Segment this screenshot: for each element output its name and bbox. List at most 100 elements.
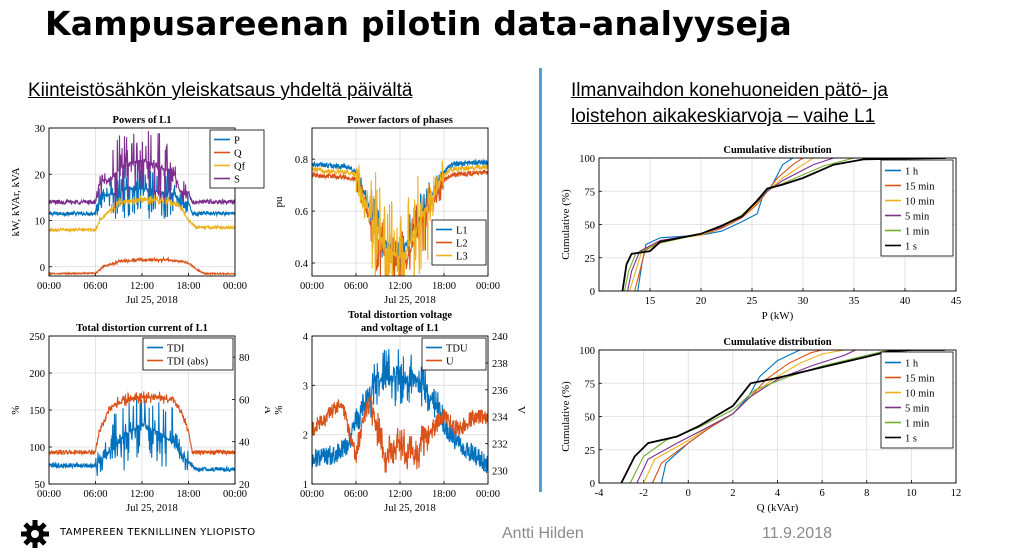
- y-tick-label: 100: [579, 154, 595, 165]
- x-tick-label: -2: [639, 488, 648, 499]
- y-axis-label: kW, kVAr, kVA: [10, 167, 22, 236]
- legend-label-10-min: 10 min: [905, 197, 935, 208]
- y-tick-label: 200: [29, 369, 45, 380]
- x-axis-label: P (kW): [762, 310, 794, 322]
- legend-label-1-s: 1 s: [905, 242, 917, 253]
- legend-box: [880, 159, 954, 257]
- x-tick-label: 10: [906, 488, 917, 499]
- plot-area-frame: [598, 349, 957, 484]
- y2-tick-label: 230: [492, 467, 508, 478]
- x-tick-label: 18:00: [432, 281, 456, 292]
- chart-cumulative-distribution-p: Cumulative distribution 15 20 25 30 35 40 45 0 25…: [560, 145, 961, 322]
- series-line-s: [49, 130, 235, 209]
- x-tick-label: 12:00: [130, 281, 154, 292]
- series-line-qf: [49, 194, 235, 234]
- y-tick-label: 25: [585, 254, 596, 265]
- y-axis-label: pu: [273, 196, 285, 208]
- chart-power-factors: Power factors of phases 00:00 06:00 12:00 18…: [273, 115, 500, 306]
- y2-tick-label: 80: [239, 353, 250, 364]
- y2-axis-label: A: [262, 406, 270, 414]
- series-line-l3: [312, 160, 488, 276]
- x-date-label: Jul 25, 2018: [384, 295, 436, 306]
- plot-area-frame: [48, 127, 236, 277]
- series-line-1-h: [637, 158, 946, 291]
- x-tick-label: 00:00: [37, 281, 61, 292]
- x-tick-label: 0: [686, 488, 691, 499]
- y-axis-label: %: [273, 405, 285, 414]
- y2-axis-label: V: [515, 406, 527, 414]
- x-tick-label: 6: [820, 488, 825, 499]
- y-tick-label: 100: [579, 346, 595, 357]
- legend-label-1-min: 1 min: [905, 227, 930, 238]
- right-heading-line1: Ilmanvaihdon konehuoneiden pätö- ja: [571, 80, 888, 101]
- y-tick-label: 10: [35, 217, 46, 228]
- column-divider: [539, 68, 542, 492]
- legend-label-5-min: 5 min: [905, 212, 930, 223]
- y-tick-label: 0: [590, 479, 595, 490]
- x-tick-label: 20: [696, 296, 707, 307]
- chart-title: Total distortion voltage: [348, 310, 452, 321]
- y2-tick-label: 40: [239, 438, 250, 449]
- x-tick-label: 06:00: [344, 281, 368, 292]
- x-tick-label: 40: [900, 296, 911, 307]
- series-line-tdu: [312, 349, 488, 474]
- chart-title: Powers of L1: [113, 115, 172, 126]
- x-tick-label: 18:00: [177, 489, 201, 500]
- y-tick-label: 75: [585, 379, 596, 390]
- author: Antti Hilden: [502, 525, 584, 542]
- y-tick-label: 250: [29, 332, 45, 343]
- right-heading-line2: loistehon aikakeskiarvoja – vaihe L1: [571, 106, 876, 127]
- y-tick-label: 1: [303, 480, 308, 491]
- y-tick-label: 0.8: [295, 155, 308, 166]
- legend-label-l1: L1: [456, 226, 468, 237]
- x-tick-label: 8: [864, 488, 869, 499]
- y2-tick-label: 240: [492, 332, 508, 343]
- x-tick-label: 06:00: [84, 281, 108, 292]
- chart-title: Cumulative distribution: [723, 337, 831, 348]
- series-line-l2: [312, 169, 488, 276]
- y-axis-label: %: [10, 405, 22, 414]
- x-tick-label: 25: [747, 296, 758, 307]
- x-tick-label: 00:00: [223, 489, 247, 500]
- legend-label-15-min: 15 min: [905, 374, 935, 385]
- y2-tick-label: 232: [492, 440, 508, 451]
- x-tick-label: 00:00: [223, 281, 247, 292]
- y-tick-label: 0.4: [295, 259, 309, 270]
- y2-tick-label: 236: [492, 386, 508, 397]
- legend-label-5-min: 5 min: [905, 404, 930, 415]
- legend-label-tdi-abs: TDI (abs): [167, 357, 209, 368]
- y-tick-label: 0.6: [295, 207, 308, 218]
- y-tick-label: 30: [35, 124, 46, 135]
- x-tick-label: 06:00: [344, 489, 368, 500]
- x-tick-label: -4: [595, 488, 604, 499]
- x-tick-label: 00:00: [476, 489, 500, 500]
- legend-label-qf: Qf: [234, 162, 246, 173]
- y-tick-label: 2: [303, 431, 308, 442]
- series-line-1-s: [621, 158, 946, 291]
- legend-label-tdu: TDU: [446, 344, 468, 355]
- y-tick-label: 50: [585, 221, 596, 232]
- chart-title-line2: and voltage of L1: [361, 323, 439, 334]
- y-tick-label: 50: [585, 413, 596, 424]
- legend-label-1-h: 1 h: [905, 359, 919, 370]
- chart-total-distortion-current: Total distortion current of L1 00:00 06:00…: [10, 323, 270, 514]
- legend-box: [142, 337, 234, 371]
- chart-total-distortion-voltage: Total distortion voltage and voltage of L…: [273, 310, 527, 514]
- date: 11.9.2018: [762, 525, 832, 542]
- x-tick-label: 00:00: [300, 281, 324, 292]
- series-line-1-h: [660, 350, 945, 483]
- logo-text: TAMPEREEN TEKNILLINEN YLIOPISTO: [60, 527, 256, 538]
- legend-label-l3: L3: [456, 252, 468, 263]
- chart-title: Cumulative distribution: [723, 145, 831, 156]
- plot-area-frame: [48, 335, 236, 485]
- y2-tick-label: 238: [492, 359, 508, 370]
- legend-label-1-h: 1 h: [905, 167, 919, 178]
- x-tick-label: 12:00: [388, 489, 412, 500]
- x-tick-label: 4: [775, 488, 781, 499]
- y-tick-label: 50: [35, 480, 46, 491]
- y2-tick-label: 20: [239, 480, 250, 491]
- x-tick-label: 00:00: [37, 489, 61, 500]
- chart-powers-of-l1: Powers of L1 00:00 06:00 12:00 18:00 00:00 0 10…: [10, 115, 265, 306]
- y-tick-label: 20: [35, 170, 46, 181]
- legend-label-l2: L2: [456, 239, 468, 250]
